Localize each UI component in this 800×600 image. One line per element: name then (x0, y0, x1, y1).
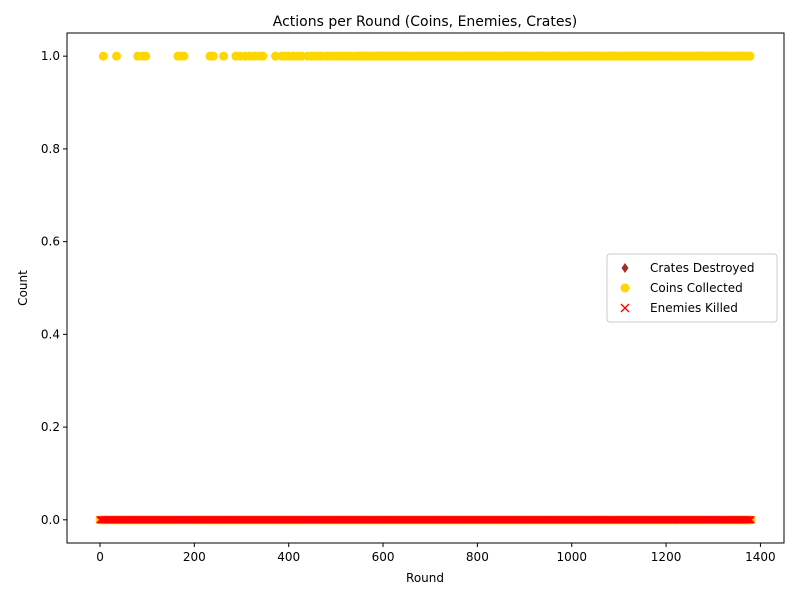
x-tick-label: 600 (372, 550, 395, 564)
y-tick-label: 0.8 (41, 142, 60, 156)
legend-label: Crates Destroyed (650, 261, 755, 275)
legend-marker-coins (620, 283, 630, 293)
legend-marker-enemies (620, 303, 630, 313)
x-tick-label: 400 (277, 550, 300, 564)
legend: Crates Destroyed Coins Collected Enemies K… (606, 253, 778, 323)
enemies-point (747, 515, 755, 524)
legend-label: Enemies Killed (650, 301, 738, 315)
coins-point (98, 51, 108, 61)
x-axis-label: Round (406, 571, 444, 585)
coins-point (208, 51, 218, 61)
y-tick-label: 0.0 (41, 513, 60, 527)
y-axis-label: Count (16, 270, 30, 306)
legend-marker-crates (621, 263, 629, 273)
y-tick-label: 0.6 (41, 235, 60, 249)
chart-title: Actions per Round (Coins, Enemies, Crate… (273, 14, 577, 30)
x-axis-ticks: 0 200 400 600 800 1000 1200 1400 (96, 543, 776, 564)
y-axis-ticks: 0.0 0.2 0.4 0.6 0.8 1.0 (41, 49, 67, 527)
y-tick-label: 0.4 (41, 327, 60, 341)
enemies-point (744, 515, 753, 524)
enemies-point (745, 515, 754, 524)
x-tick-label: 1200 (651, 550, 682, 564)
coins-point (112, 51, 122, 61)
data-points (95, 51, 756, 525)
x-tick-label: 1000 (556, 550, 587, 564)
y-tick-label: 1.0 (41, 49, 60, 63)
coins-point (141, 51, 151, 61)
x-tick-label: 800 (466, 550, 489, 564)
coins-point (258, 51, 268, 61)
coins-point (179, 51, 189, 61)
plot-frame (66, 32, 785, 544)
x-tick-label: 1400 (745, 550, 776, 564)
x-tick-label: 0 (96, 550, 104, 564)
x-tick-label: 200 (183, 550, 206, 564)
coins-point (219, 51, 229, 61)
legend-label: Coins Collected (650, 281, 743, 295)
y-tick-label: 0.2 (41, 420, 60, 434)
coins-point (745, 51, 755, 61)
legend-box (606, 253, 778, 323)
